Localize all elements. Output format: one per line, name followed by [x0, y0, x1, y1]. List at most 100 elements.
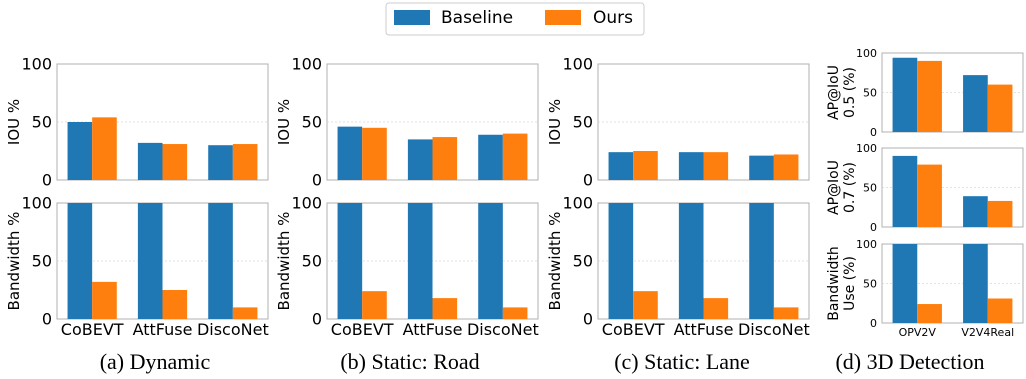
bar-baseline-opv2v	[892, 57, 918, 132]
bar-ours-v2v4real	[987, 298, 1013, 323]
bar-ours-cobevt	[362, 291, 387, 319]
subplot-b-bottom: 0 50 100 CoBEVT AttFuse DiscoNet Bandwidth %	[275, 194, 539, 339]
x-tick-label: CoBEVT	[602, 320, 665, 339]
caption-b: (b) Static: Road	[340, 349, 479, 374]
bar-baseline-attfuse	[407, 203, 433, 319]
y-tick-label: 100	[562, 55, 593, 74]
bar-baseline-cobevt	[337, 126, 363, 180]
x-tick-label: AttFuse	[403, 320, 463, 339]
bar-baseline-disconet	[749, 155, 774, 180]
y-tick-label: 0	[42, 171, 52, 190]
x-tick-label: DiscoNet	[197, 320, 269, 339]
subplot-a-bottom: 0 50 100 CoBEVT AttFuse DiscoNet Bandwidth %	[5, 194, 269, 339]
bar-baseline-attfuse	[137, 142, 163, 180]
x-tick-label: OPV2V	[899, 326, 937, 339]
bar-baseline-cobevt	[67, 203, 93, 319]
y-tick-label: 100	[21, 55, 52, 74]
y-axis-label: AP@IoU	[826, 160, 842, 215]
x-tick-label: V2V4Real	[961, 326, 1014, 339]
bar-baseline-cobevt	[608, 152, 634, 180]
x-tick-label: AttFuse	[133, 320, 193, 339]
y-tick-label: 0	[870, 126, 877, 139]
bar-ours-opv2v	[917, 60, 942, 132]
y-tick-label: 0	[870, 221, 877, 234]
bar-baseline-disconet	[478, 203, 503, 319]
y-tick-label: 0	[42, 310, 52, 329]
y-tick-label: 100	[21, 194, 52, 213]
y-axis-label: IOU %	[546, 99, 564, 145]
bar-baseline-disconet	[478, 134, 503, 180]
bar-ours-cobevt	[92, 281, 117, 319]
bar-ours-attfuse	[432, 298, 458, 319]
subplot-c-bottom: 0 50 100 CoBEVT AttFuse DiscoNet Bandwidth %	[546, 194, 810, 339]
y-tick-label: 50	[573, 252, 593, 271]
bar-baseline-attfuse	[678, 203, 704, 319]
y-tick-label: 50	[32, 252, 52, 271]
y-axis-label: Bandwidth %	[5, 212, 23, 311]
bar-baseline-cobevt	[67, 122, 93, 180]
caption-a: (a) Dynamic	[100, 349, 211, 374]
subplot-a-top: 0 50 100 IOU %	[5, 55, 269, 190]
bar-baseline-cobevt	[608, 203, 634, 319]
legend-label-ours: Ours	[593, 8, 633, 28]
bar-ours-disconet	[232, 307, 258, 319]
bar-ours-v2v4real	[987, 84, 1013, 132]
bar-baseline-v2v4real	[963, 75, 988, 132]
y-tick-label: 50	[32, 113, 52, 132]
y-axis-label: Bandwidth %	[546, 212, 564, 311]
subplot-d-bottom: 0 50 100 OPV2V V2V4Real Bandwidth Use (%)	[826, 238, 1024, 339]
bar-baseline-attfuse	[407, 139, 433, 180]
legend: Baseline Ours	[385, 2, 645, 36]
y-axis-label: Bandwidth	[826, 246, 842, 321]
y-tick-label: 100	[562, 194, 593, 213]
bar-baseline-v2v4real	[963, 196, 988, 227]
y-axis-label: IOU %	[275, 99, 293, 145]
y-tick-label: 100	[856, 142, 877, 155]
bar-baseline-opv2v	[892, 244, 918, 323]
bar-ours-disconet	[502, 307, 528, 319]
y-tick-label: 50	[863, 277, 877, 290]
bar-ours-attfuse	[703, 298, 729, 319]
y-axis-label: AP@IoU	[826, 65, 842, 120]
bar-baseline-opv2v	[892, 155, 918, 227]
bar-baseline-disconet	[208, 203, 233, 319]
bar-ours-opv2v	[917, 304, 942, 323]
bar-ours-attfuse	[162, 290, 188, 319]
bar-ours-disconet	[773, 307, 799, 319]
x-tick-label: CoBEVT	[61, 320, 124, 339]
bar-ours-disconet	[773, 154, 799, 180]
x-tick-label: DiscoNet	[467, 320, 539, 339]
legend-swatch-ours	[545, 10, 581, 25]
bar-ours-opv2v	[917, 164, 942, 227]
y-tick-label: 100	[856, 238, 877, 251]
bar-ours-attfuse	[703, 152, 729, 180]
bar-baseline-attfuse	[137, 203, 163, 319]
bar-baseline-cobevt	[337, 203, 363, 319]
legend-swatch-baseline	[394, 10, 430, 25]
bar-ours-cobevt	[92, 117, 117, 180]
y-tick-label: 100	[291, 194, 322, 213]
y-tick-label: 50	[302, 252, 322, 271]
bar-baseline-v2v4real	[963, 244, 988, 323]
x-tick-label: AttFuse	[674, 320, 734, 339]
captions: (a) Dynamic (b) Static: Road (c) Static:…	[100, 349, 985, 374]
bar-ours-cobevt	[362, 127, 387, 180]
x-tick-label: DiscoNet	[738, 320, 810, 339]
y-axis-label: IOU %	[5, 99, 23, 145]
y-tick-label: 0	[583, 310, 593, 329]
subplot-b-top: 0 50 100 IOU %	[275, 55, 539, 190]
caption-c: (c) Static: Lane	[614, 349, 750, 374]
bar-baseline-attfuse	[678, 152, 704, 180]
y-axis-label: Use (%)	[842, 256, 858, 311]
x-tick-label: CoBEVT	[331, 320, 394, 339]
bar-ours-attfuse	[162, 144, 188, 180]
bar-baseline-disconet	[749, 203, 774, 319]
y-axis-label: 0.7 (%)	[842, 162, 858, 213]
bar-ours-cobevt	[633, 151, 658, 180]
bar-ours-v2v4real	[987, 200, 1013, 227]
subplot-c-top: 0 50 100 IOU %	[546, 55, 810, 190]
y-tick-label: 50	[573, 113, 593, 132]
y-tick-label: 100	[856, 47, 877, 60]
y-tick-label: 50	[863, 86, 877, 99]
